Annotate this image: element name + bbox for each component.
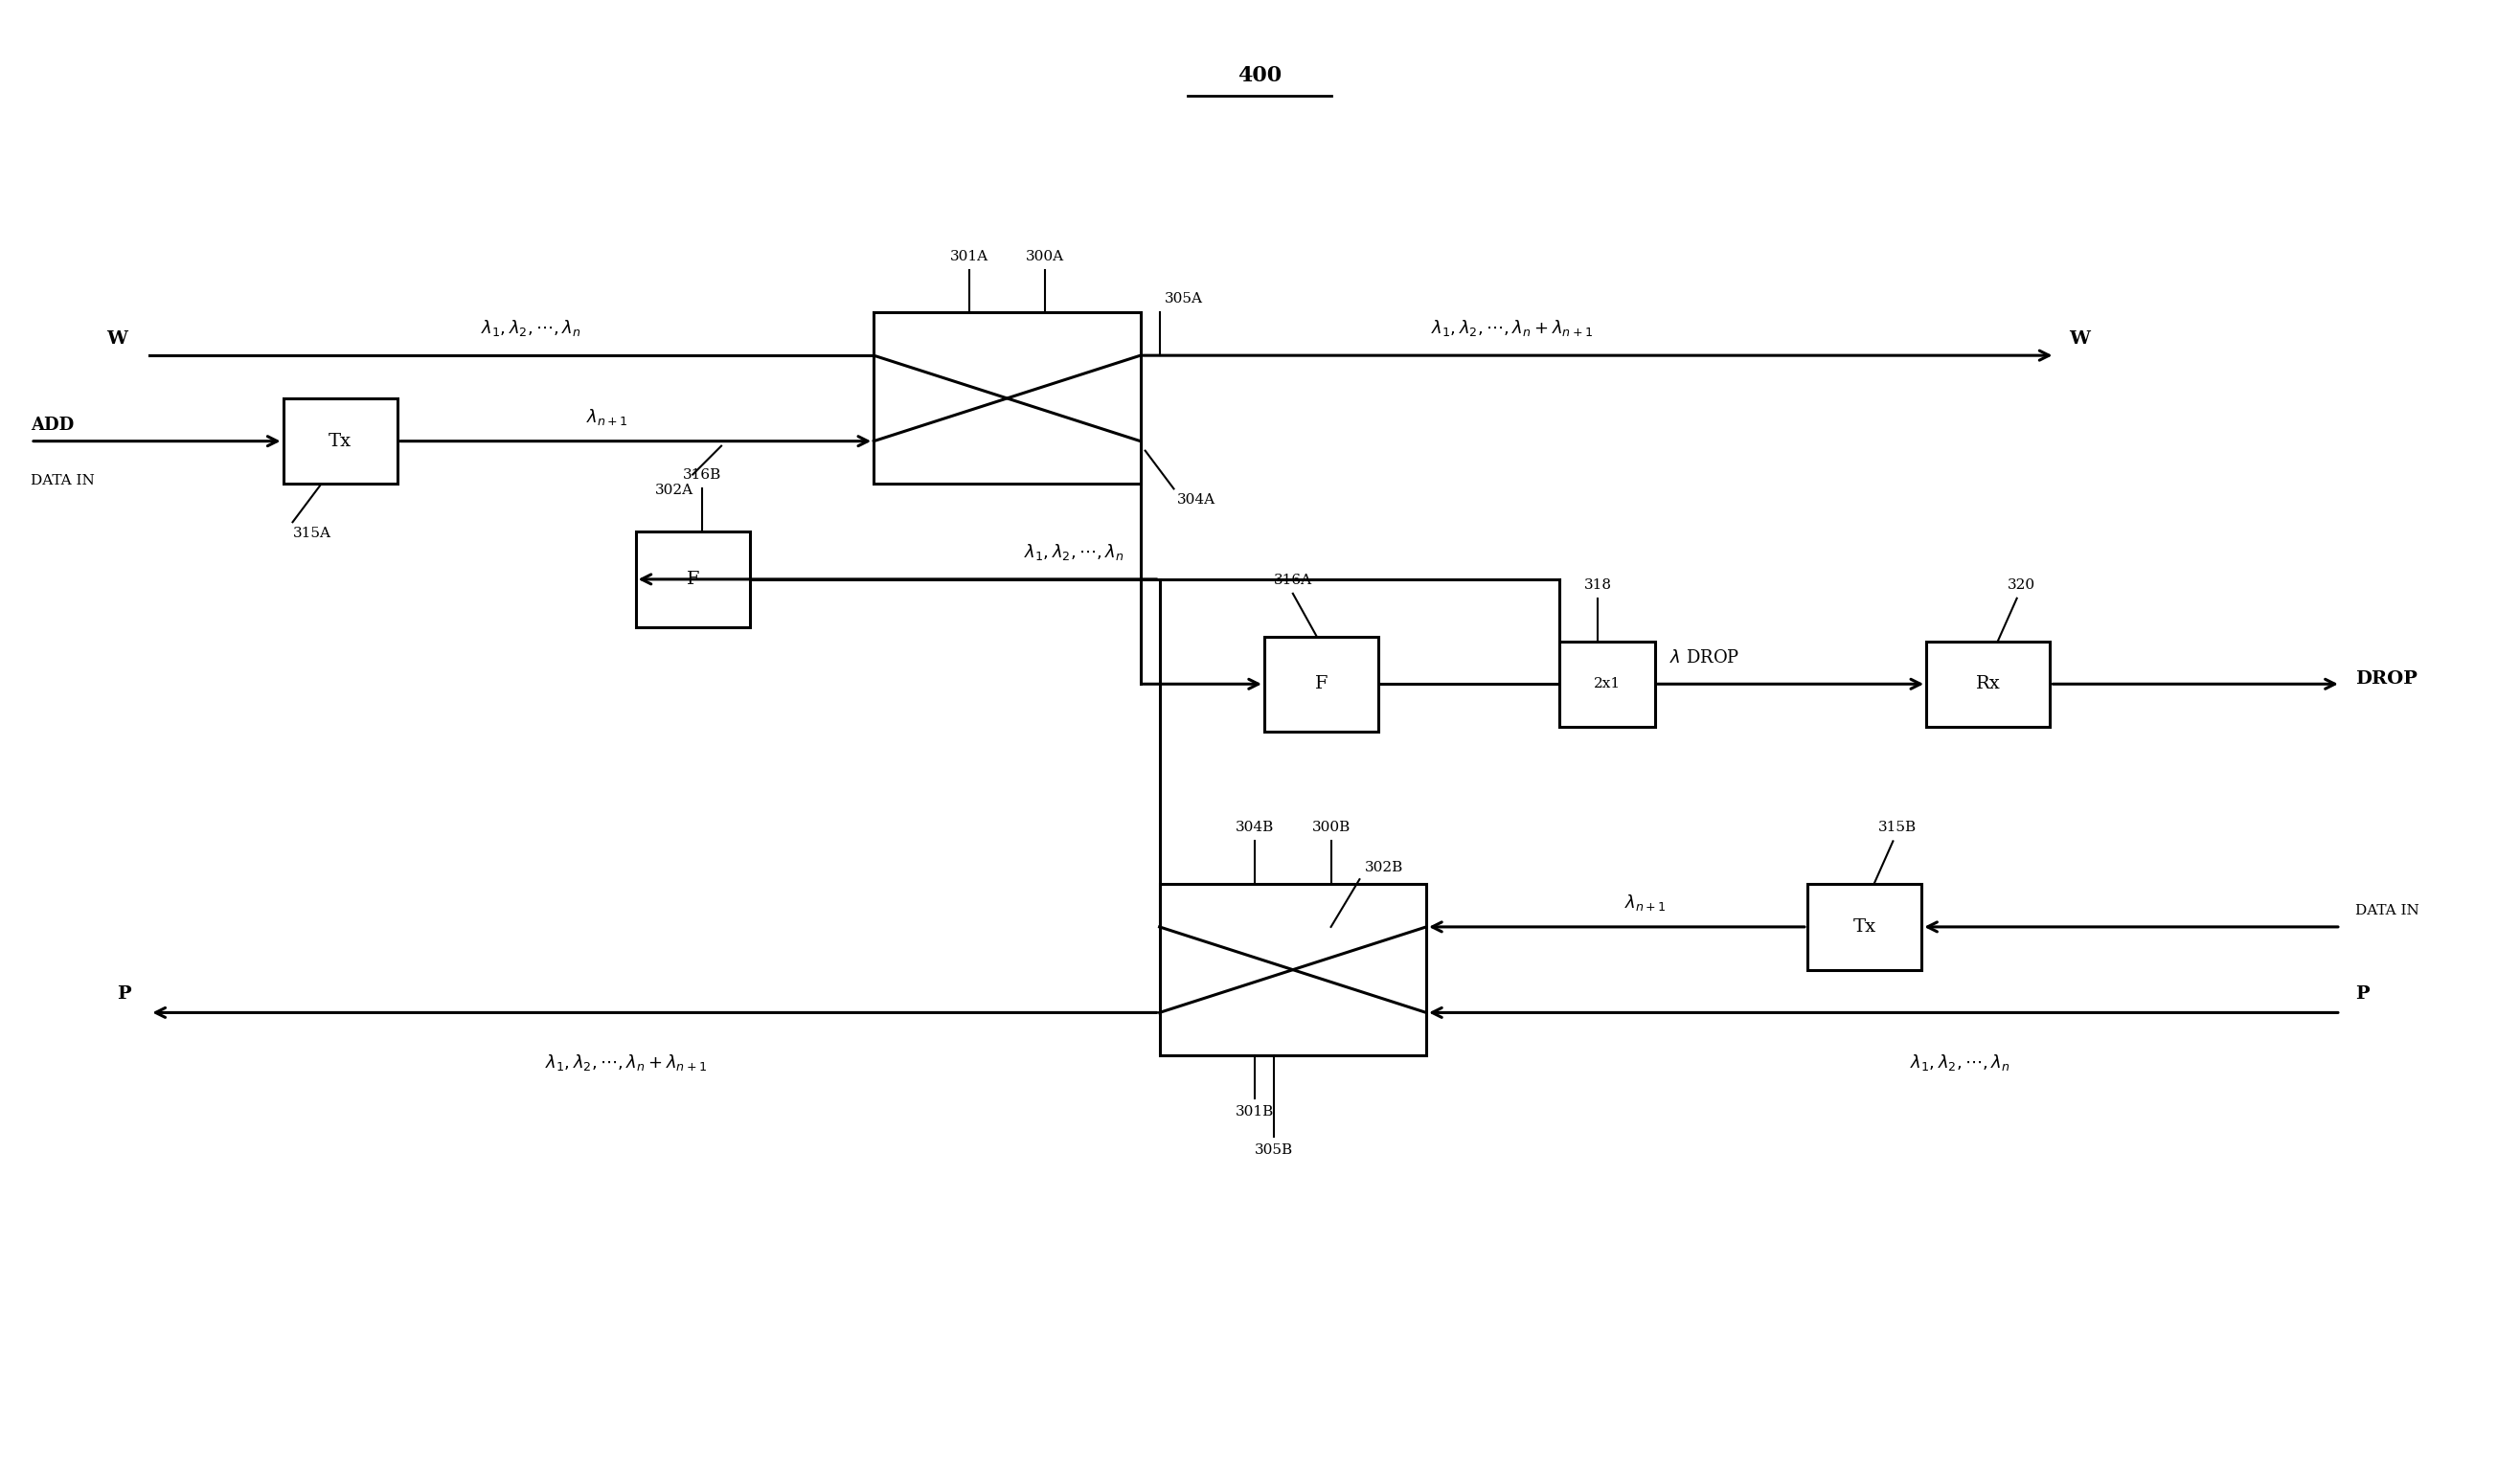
- Text: $\lambda_1, \lambda_2, \cdots, \lambda_n$: $\lambda_1, \lambda_2, \cdots, \lambda_n…: [481, 319, 582, 338]
- Text: Tx: Tx: [1852, 918, 1875, 936]
- Text: DATA IN: DATA IN: [30, 474, 96, 488]
- Bar: [282, 398, 398, 483]
- Text: P: P: [116, 986, 131, 1003]
- Text: P: P: [2356, 986, 2369, 1003]
- Text: DROP: DROP: [2356, 671, 2417, 687]
- Text: Rx: Rx: [1976, 676, 2001, 693]
- Text: ADD: ADD: [30, 416, 73, 433]
- Text: W: W: [2069, 331, 2089, 348]
- Bar: [1265, 636, 1378, 732]
- Text: 301B: 301B: [1235, 1105, 1275, 1118]
- Text: 315B: 315B: [1877, 821, 1918, 834]
- Text: $\lambda_1, \lambda_2, \cdots, \lambda_n$: $\lambda_1, \lambda_2, \cdots, \lambda_n…: [1910, 1053, 2011, 1072]
- Text: 315A: 315A: [292, 527, 330, 541]
- Bar: [1925, 640, 2051, 727]
- Bar: [874, 313, 1142, 483]
- Bar: [1807, 884, 1923, 970]
- Text: 302B: 302B: [1363, 861, 1404, 874]
- Text: $\lambda$ DROP: $\lambda$ DROP: [1668, 649, 1739, 667]
- Text: 300A: 300A: [1026, 250, 1063, 263]
- Text: F: F: [1315, 676, 1328, 693]
- Text: 316A: 316A: [1273, 573, 1313, 588]
- Text: $\lambda_{n+1}$: $\lambda_{n+1}$: [587, 407, 627, 427]
- Text: 400: 400: [1237, 65, 1283, 87]
- Text: $\lambda_1, \lambda_2, \cdots, \lambda_n$: $\lambda_1, \lambda_2, \cdots, \lambda_n…: [1023, 542, 1124, 563]
- Text: 300B: 300B: [1313, 821, 1351, 834]
- Text: $\lambda_{n+1}$: $\lambda_{n+1}$: [1625, 893, 1666, 912]
- Bar: [1159, 884, 1426, 1055]
- Text: $\lambda_1, \lambda_2, \cdots, \lambda_n + \lambda_{n+1}$: $\lambda_1, \lambda_2, \cdots, \lambda_n…: [1431, 319, 1593, 338]
- Text: 318: 318: [1583, 579, 1613, 592]
- Text: 301A: 301A: [950, 250, 988, 263]
- Text: 320: 320: [2008, 579, 2036, 592]
- Text: 304A: 304A: [1177, 494, 1215, 507]
- Text: Tx: Tx: [328, 432, 353, 450]
- Text: DATA IN: DATA IN: [2356, 903, 2419, 917]
- Text: F: F: [685, 570, 698, 588]
- Bar: [1560, 640, 1656, 727]
- Text: 304B: 304B: [1235, 821, 1275, 834]
- Bar: [635, 532, 751, 627]
- Text: 305B: 305B: [1255, 1143, 1293, 1156]
- Text: 2x1: 2x1: [1593, 677, 1620, 690]
- Text: 302A: 302A: [655, 483, 693, 498]
- Text: W: W: [106, 331, 129, 348]
- Text: 316B: 316B: [683, 469, 721, 482]
- Text: 305A: 305A: [1164, 292, 1202, 306]
- Text: $\lambda_1, \lambda_2, \cdots, \lambda_n + \lambda_{n+1}$: $\lambda_1, \lambda_2, \cdots, \lambda_n…: [544, 1053, 708, 1072]
